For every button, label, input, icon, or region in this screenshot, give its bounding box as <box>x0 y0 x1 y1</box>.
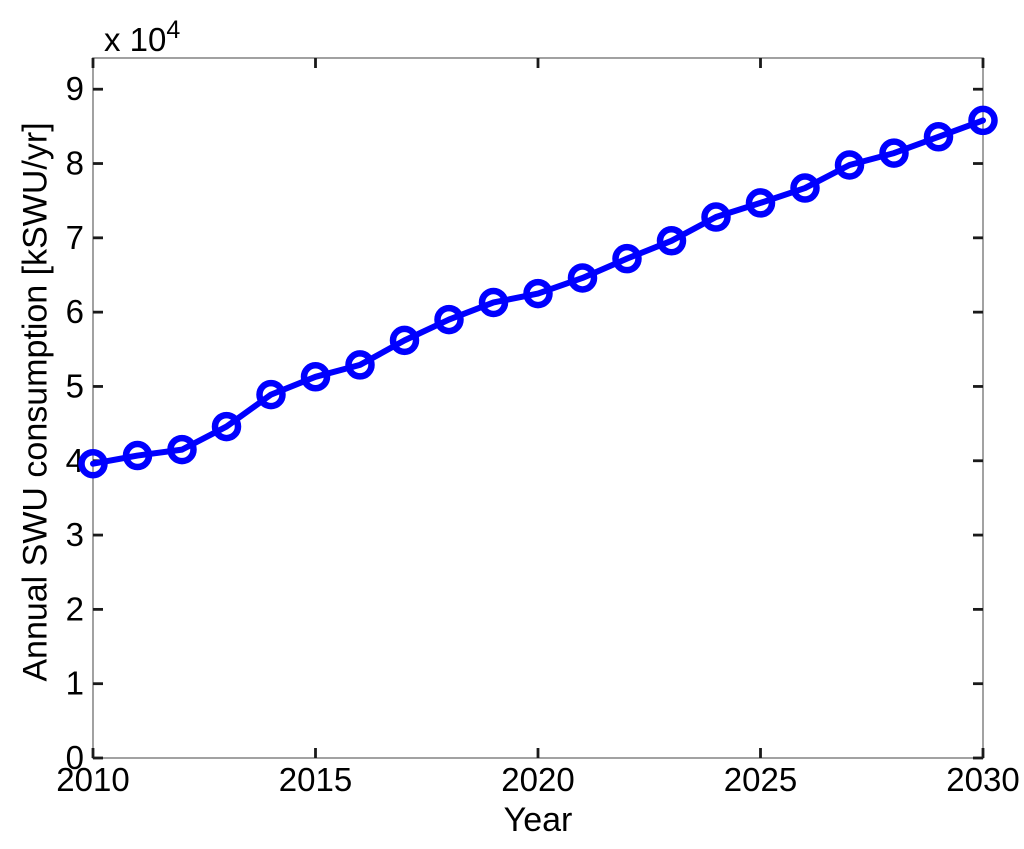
data-line <box>90 117 986 467</box>
y-tick-label: 4 <box>66 442 84 479</box>
x-axis-label: Year <box>503 801 573 839</box>
data-point-marker <box>612 243 642 274</box>
y-tick-label: 6 <box>66 293 84 330</box>
data-point-marker <box>122 440 153 471</box>
data-point-marker <box>211 411 242 442</box>
data-point-marker <box>300 362 331 392</box>
data-point-marker <box>167 434 197 465</box>
data-point-marker <box>834 150 865 180</box>
x-tick-label: 2025 <box>724 761 797 798</box>
y-axis-label: Annual SWU consumption [kSWU/yr] <box>16 122 55 682</box>
data-point-marker <box>745 188 776 218</box>
x-tick-label: 2015 <box>279 761 352 798</box>
data-point-marker <box>434 304 464 335</box>
y-tick-label: 9 <box>66 70 84 107</box>
data-point-marker <box>78 448 108 479</box>
data-point-marker <box>478 287 509 318</box>
y-tick-label: 3 <box>66 516 84 553</box>
y-tick-label: 2 <box>66 590 84 627</box>
y-tick-label: 7 <box>66 219 84 256</box>
data-point-marker <box>389 325 420 356</box>
data-point-marker <box>656 226 687 256</box>
data-point-marker <box>523 278 553 309</box>
data-point-marker <box>701 202 731 232</box>
y-axis-scale-label: x 104 <box>104 16 180 59</box>
y-tick-label: 1 <box>66 665 84 702</box>
x-tick-label: 2020 <box>501 761 574 798</box>
y-axis-scale-prefix: x 10 <box>104 21 167 58</box>
data-point-marker <box>256 379 286 410</box>
y-tick-label: 0 <box>66 739 84 776</box>
x-tick-label: 2010 <box>56 761 129 798</box>
data-point-marker <box>923 122 954 152</box>
y-tick-label: 5 <box>66 367 84 404</box>
data-point-marker <box>879 138 909 168</box>
data-point-marker <box>790 173 820 203</box>
y-axis-scale-exponent: 4 <box>166 16 181 44</box>
data-point-marker <box>968 105 998 136</box>
x-tick-label: 2030 <box>946 761 1019 798</box>
data-point-marker <box>567 263 598 293</box>
y-tick-label: 8 <box>66 145 84 182</box>
data-point-marker <box>345 350 375 380</box>
